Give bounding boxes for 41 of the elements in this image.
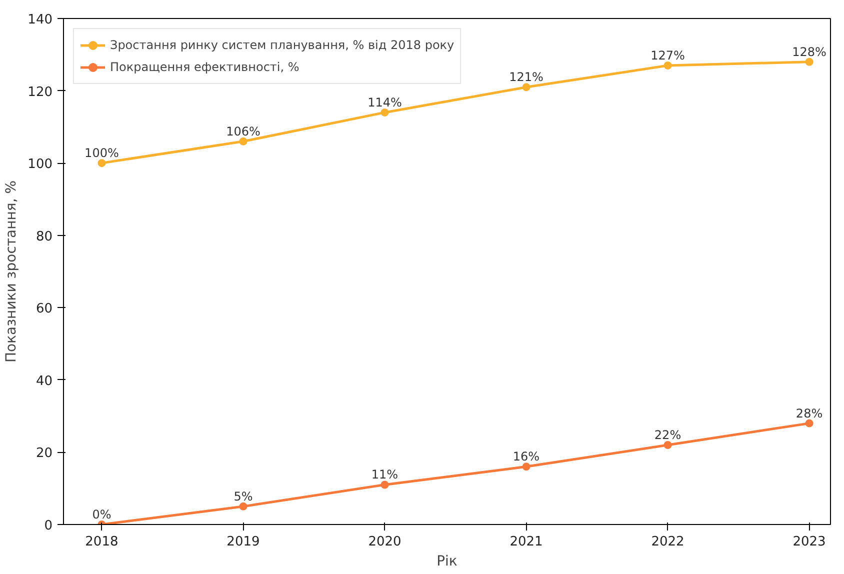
point [239,502,248,510]
point [664,440,672,449]
legend-label: Покращення ефективності, % [110,60,300,74]
data-label: 114% [368,95,402,110]
legend-label: Зростання ринку систем планування, % від 2018 року [110,38,454,52]
point [380,480,389,489]
x-tick-label: 2019 [226,534,260,550]
x-tick-label: 2023 [792,534,826,550]
data-label: 106% [226,124,260,138]
y-axis-title: Показники зростання, % [4,180,20,363]
point [664,61,672,70]
point [805,419,814,428]
x-tick-label: 2022 [651,534,684,550]
point [239,137,248,146]
x-tick-label: 2020 [368,534,402,550]
y-tick-label: 100 [28,157,53,172]
y-tick-label: 60 [36,302,53,317]
x-tick-label: 2018 [85,534,118,550]
point [522,83,530,92]
y-tick-label: 120 [28,84,53,100]
x-tick-label: 2021 [510,534,543,550]
x-axis-title: Рік [436,554,458,570]
data-label: 100% [84,146,119,160]
y-tick-label: 0 [44,518,53,534]
data-label: 5% [234,489,253,504]
point [98,159,106,168]
data-label: 121% [509,70,544,84]
data-label: 0% [92,508,112,522]
y-tick-label: 140 [28,12,53,28]
point [522,462,530,471]
data-label: 127% [650,48,685,62]
data-label: 22% [654,428,682,442]
data-label: 11% [371,468,398,482]
data-label: 28% [796,406,823,420]
y-tick-label: 20 [36,446,53,462]
point [805,58,814,66]
data-label: 16% [512,450,540,464]
data-label: 128% [792,44,826,59]
y-tick-label: 80 [36,229,53,244]
point [380,108,389,116]
y-tick-label: 40 [36,374,53,389]
